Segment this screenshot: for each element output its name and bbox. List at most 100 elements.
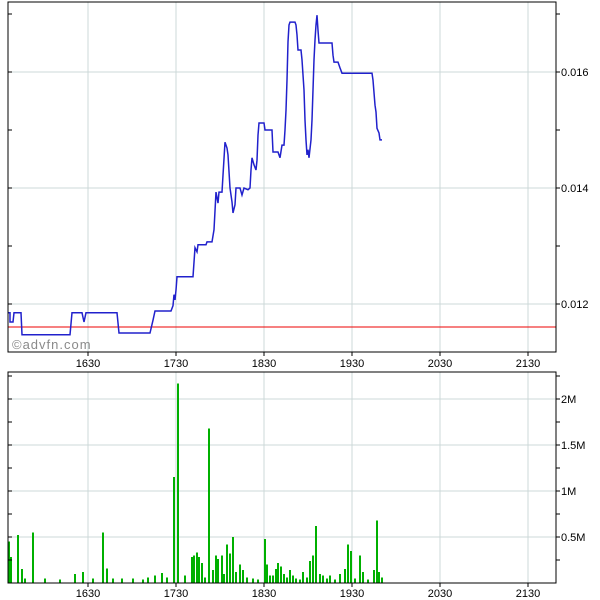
time-axis-label: 1930 [340,358,364,370]
volume-panel-border [7,371,557,584]
volume-bar [266,564,268,583]
volume-bar [239,564,241,583]
volume-bar [252,578,254,583]
volume-bars [8,383,383,583]
volume-bar [32,532,34,583]
time-axis-label: 2030 [428,588,452,600]
volume-bar [229,553,231,583]
volume-bar [350,550,352,583]
volume-bar [292,575,294,583]
volume-bar [212,570,214,583]
volume-bar [8,541,10,583]
volume-bar [215,555,217,583]
time-axis-label: 1830 [252,588,276,600]
time-axis-label: 1630 [76,588,100,600]
volume-bar [173,477,175,583]
price-axis-label: 0.014 [561,183,589,195]
volume-bar [283,573,285,583]
volume-bar [280,566,282,583]
volume-bar [381,577,383,583]
volume-bar [44,578,46,583]
volume-bar [198,557,200,583]
volume-bar [378,571,380,583]
volume-bar [204,577,206,583]
volume-axis-label: 1M [561,486,576,498]
time-axis-labels-bottom: 1630 1730 1830 1930 2030 2130 [76,588,540,600]
volume-bar [112,578,114,583]
volume-bar [339,573,341,583]
volume-bar [334,579,336,583]
volume-bar [223,573,225,583]
volume-bar [132,578,134,583]
volume-bar [221,555,223,583]
volume-axis-label: 0.5M [561,532,585,544]
volume-bar [302,571,304,583]
volume-bar [295,578,297,583]
volume-axis-labels: 2M 1.5M 1M 0.5M [561,394,585,544]
volume-bar [312,555,314,583]
time-axis-label: 1730 [164,358,188,370]
time-axis-label: 2130 [516,358,540,370]
volume-bar [289,570,291,583]
volume-bar [367,579,369,583]
volume-bar [257,579,259,583]
volume-bar [106,568,108,583]
volume-bar [376,520,378,583]
price-axis-labels: 0.016 0.014 0.012 [561,67,589,311]
time-axis-label: 1630 [76,358,100,370]
time-axis-label: 2030 [428,358,452,370]
volume-bar [354,578,356,583]
volume-bar [322,575,324,583]
volume-bar [264,538,266,583]
volume-bar [121,578,123,583]
volume-bar [193,555,195,583]
price-axis-label: 0.016 [561,67,589,79]
price-line [8,15,382,336]
volume-bar [208,428,210,583]
time-axis-labels-middle: 1630 1730 1830 1930 2030 2130 [76,358,540,370]
volume-bar [74,573,76,583]
volume-bar [21,569,23,583]
volume-bar [177,383,179,583]
volume-bar [161,572,163,583]
axis-ticks [8,13,560,587]
volume-bar [17,535,19,583]
volume-bar [326,578,328,583]
volume-bar [306,577,308,583]
time-axis-label: 2130 [516,588,540,600]
volume-bar [269,575,271,583]
volume-bar [329,575,331,583]
volume-bar [92,578,94,583]
volume-bar [226,544,228,583]
advfn-watermark: ©advfn.com [12,337,92,352]
volume-bar [242,570,244,583]
volume-bar [24,578,26,583]
volume-bar [347,544,349,583]
volume-bar [201,562,203,583]
volume-bar [246,577,248,583]
time-axis-label: 1830 [252,358,276,370]
volume-axis-label: 2M [561,394,576,406]
volume-axis-label: 1.5M [561,440,585,452]
volume-bar [344,569,346,583]
volume-bar [142,579,144,583]
volume-bar [82,571,84,583]
volume-bar [10,557,12,583]
volume-bar [232,537,234,583]
volume-bar [275,569,277,583]
time-axis-label: 1930 [340,588,364,600]
price-axis-label: 0.012 [561,299,589,311]
volume-bar [166,577,168,583]
volume-bar [196,552,198,583]
volume-bar [309,560,311,583]
volume-bar [315,525,317,583]
volume-bar [102,532,104,583]
volume-bar [235,571,237,583]
volume-bar [299,579,301,583]
volume-bar [147,577,149,583]
volume-bar [319,573,321,583]
volume-bar [277,562,279,583]
volume-bar [272,575,274,583]
